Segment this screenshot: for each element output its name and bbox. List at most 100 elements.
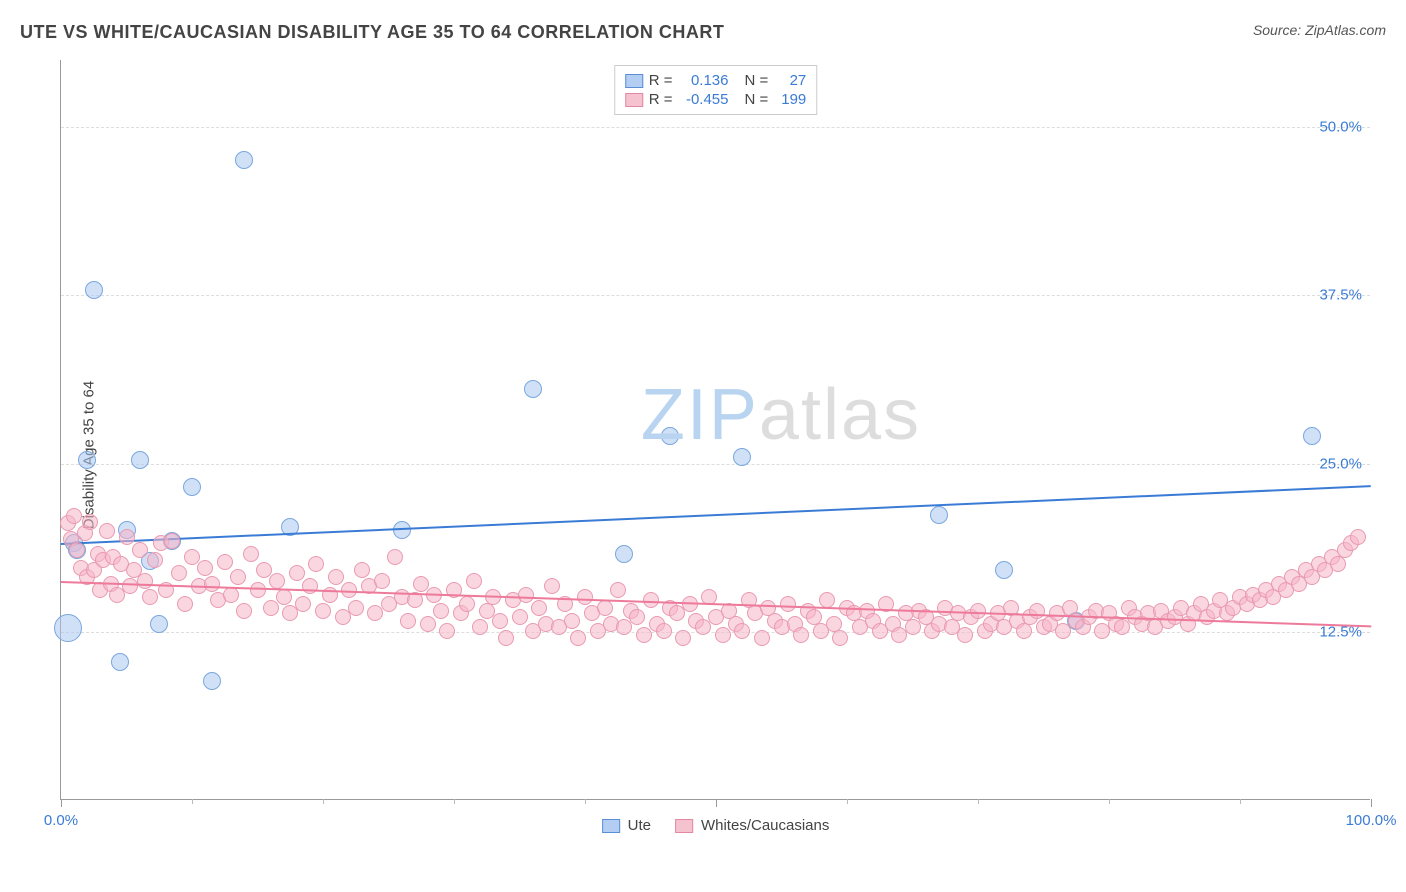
data-point-ute — [85, 281, 103, 299]
data-point-white — [597, 600, 613, 616]
data-point-white — [610, 582, 626, 598]
x-tick-minor — [978, 799, 979, 804]
data-point-ute — [111, 653, 129, 671]
data-point-white — [82, 514, 98, 530]
data-point-white — [570, 630, 586, 646]
data-point-white — [656, 623, 672, 639]
data-point-white — [276, 589, 292, 605]
data-point-ute — [524, 380, 542, 398]
legend-r-label: R = — [649, 91, 673, 108]
data-point-white — [236, 603, 252, 619]
data-point-white — [322, 587, 338, 603]
data-point-white — [512, 609, 528, 625]
legend-series-label: Ute — [628, 817, 651, 834]
x-tick-minor — [847, 799, 848, 804]
gridline-h — [61, 464, 1370, 465]
legend-swatch — [602, 819, 620, 833]
data-point-white — [793, 627, 809, 643]
watermark-zip: ZIP — [641, 375, 759, 455]
y-tick-label: 37.5% — [1319, 287, 1362, 304]
data-point-white — [197, 560, 213, 576]
legend-series: Ute Whites/Caucasians — [602, 817, 830, 834]
data-point-ute — [615, 545, 633, 563]
data-point-white — [164, 533, 180, 549]
gridline-h — [61, 295, 1370, 296]
legend-series-item: Whites/Caucasians — [675, 817, 829, 834]
data-point-white — [177, 596, 193, 612]
data-point-white — [531, 600, 547, 616]
data-point-white — [204, 576, 220, 592]
data-point-white — [518, 587, 534, 603]
watermark: ZIPatlas — [641, 374, 921, 456]
x-axis-label: 100.0% — [1346, 812, 1397, 829]
plot-area: ZIPatlas R =0.136N =27R =-0.455N =199 Ut… — [60, 60, 1370, 800]
legend-r-value: 0.136 — [679, 72, 729, 89]
watermark-atlas: atlas — [759, 375, 921, 455]
x-tick-minor — [1240, 799, 1241, 804]
data-point-white — [466, 573, 482, 589]
data-point-white — [544, 578, 560, 594]
data-point-white — [230, 569, 246, 585]
x-tick-major — [61, 799, 62, 807]
legend-n-value: 27 — [774, 72, 806, 89]
data-point-white — [734, 623, 750, 639]
data-point-white — [387, 549, 403, 565]
data-point-white — [99, 523, 115, 539]
data-point-white — [629, 609, 645, 625]
data-point-white — [564, 613, 580, 629]
data-point-white — [400, 613, 416, 629]
legend-swatch — [675, 819, 693, 833]
data-point-ute — [930, 506, 948, 524]
data-point-ute — [54, 614, 82, 642]
data-point-white — [819, 592, 835, 608]
data-point-white — [636, 627, 652, 643]
legend-correlation-row: R = 0.136 N = 27 — [625, 72, 807, 89]
data-point-white — [675, 630, 691, 646]
data-point-ute — [203, 672, 221, 690]
data-point-white — [147, 552, 163, 568]
legend-n-value: 199 — [774, 91, 806, 108]
data-point-white — [459, 596, 475, 612]
data-point-white — [137, 573, 153, 589]
y-tick-label: 25.0% — [1319, 455, 1362, 472]
data-point-white — [832, 630, 848, 646]
data-point-ute — [995, 561, 1013, 579]
x-tick-minor — [585, 799, 586, 804]
legend-r-value: -0.455 — [679, 91, 729, 108]
x-tick-major — [1371, 799, 1372, 807]
data-point-white — [250, 582, 266, 598]
source-label: Source: ZipAtlas.com — [1253, 22, 1386, 38]
data-point-white — [354, 562, 370, 578]
y-tick-label: 50.0% — [1319, 119, 1362, 136]
x-tick-minor — [323, 799, 324, 804]
data-point-white — [66, 508, 82, 524]
legend-correlation: R = 0.136 N = 27 R = -0.455 N = 199 — [614, 65, 818, 115]
data-point-white — [780, 596, 796, 612]
data-point-white — [243, 546, 259, 562]
data-point-white — [308, 556, 324, 572]
data-point-white — [302, 578, 318, 594]
data-point-ute — [661, 427, 679, 445]
data-point-ute — [131, 451, 149, 469]
data-point-ute — [733, 448, 751, 466]
x-axis-label: 0.0% — [44, 812, 78, 829]
x-tick-major — [716, 799, 717, 807]
data-point-white — [472, 619, 488, 635]
data-point-white — [119, 529, 135, 545]
legend-n-label: N = — [745, 72, 769, 89]
data-point-ute — [183, 478, 201, 496]
x-tick-minor — [1109, 799, 1110, 804]
legend-n-label: N = — [745, 91, 769, 108]
data-point-white — [263, 600, 279, 616]
legend-series-label: Whites/Caucasians — [701, 817, 829, 834]
data-point-ute — [78, 451, 96, 469]
x-tick-minor — [454, 799, 455, 804]
legend-r-label: R = — [649, 72, 673, 89]
data-point-white — [217, 554, 233, 570]
data-point-white — [433, 603, 449, 619]
data-point-ute — [235, 151, 253, 169]
chart-title: UTE VS WHITE/CAUCASIAN DISABILITY AGE 35… — [20, 22, 724, 43]
legend-swatch — [625, 93, 643, 107]
chart-container: Disability Age 35 to 64 ZIPatlas R =0.13… — [20, 60, 1386, 850]
data-point-ute — [150, 615, 168, 633]
